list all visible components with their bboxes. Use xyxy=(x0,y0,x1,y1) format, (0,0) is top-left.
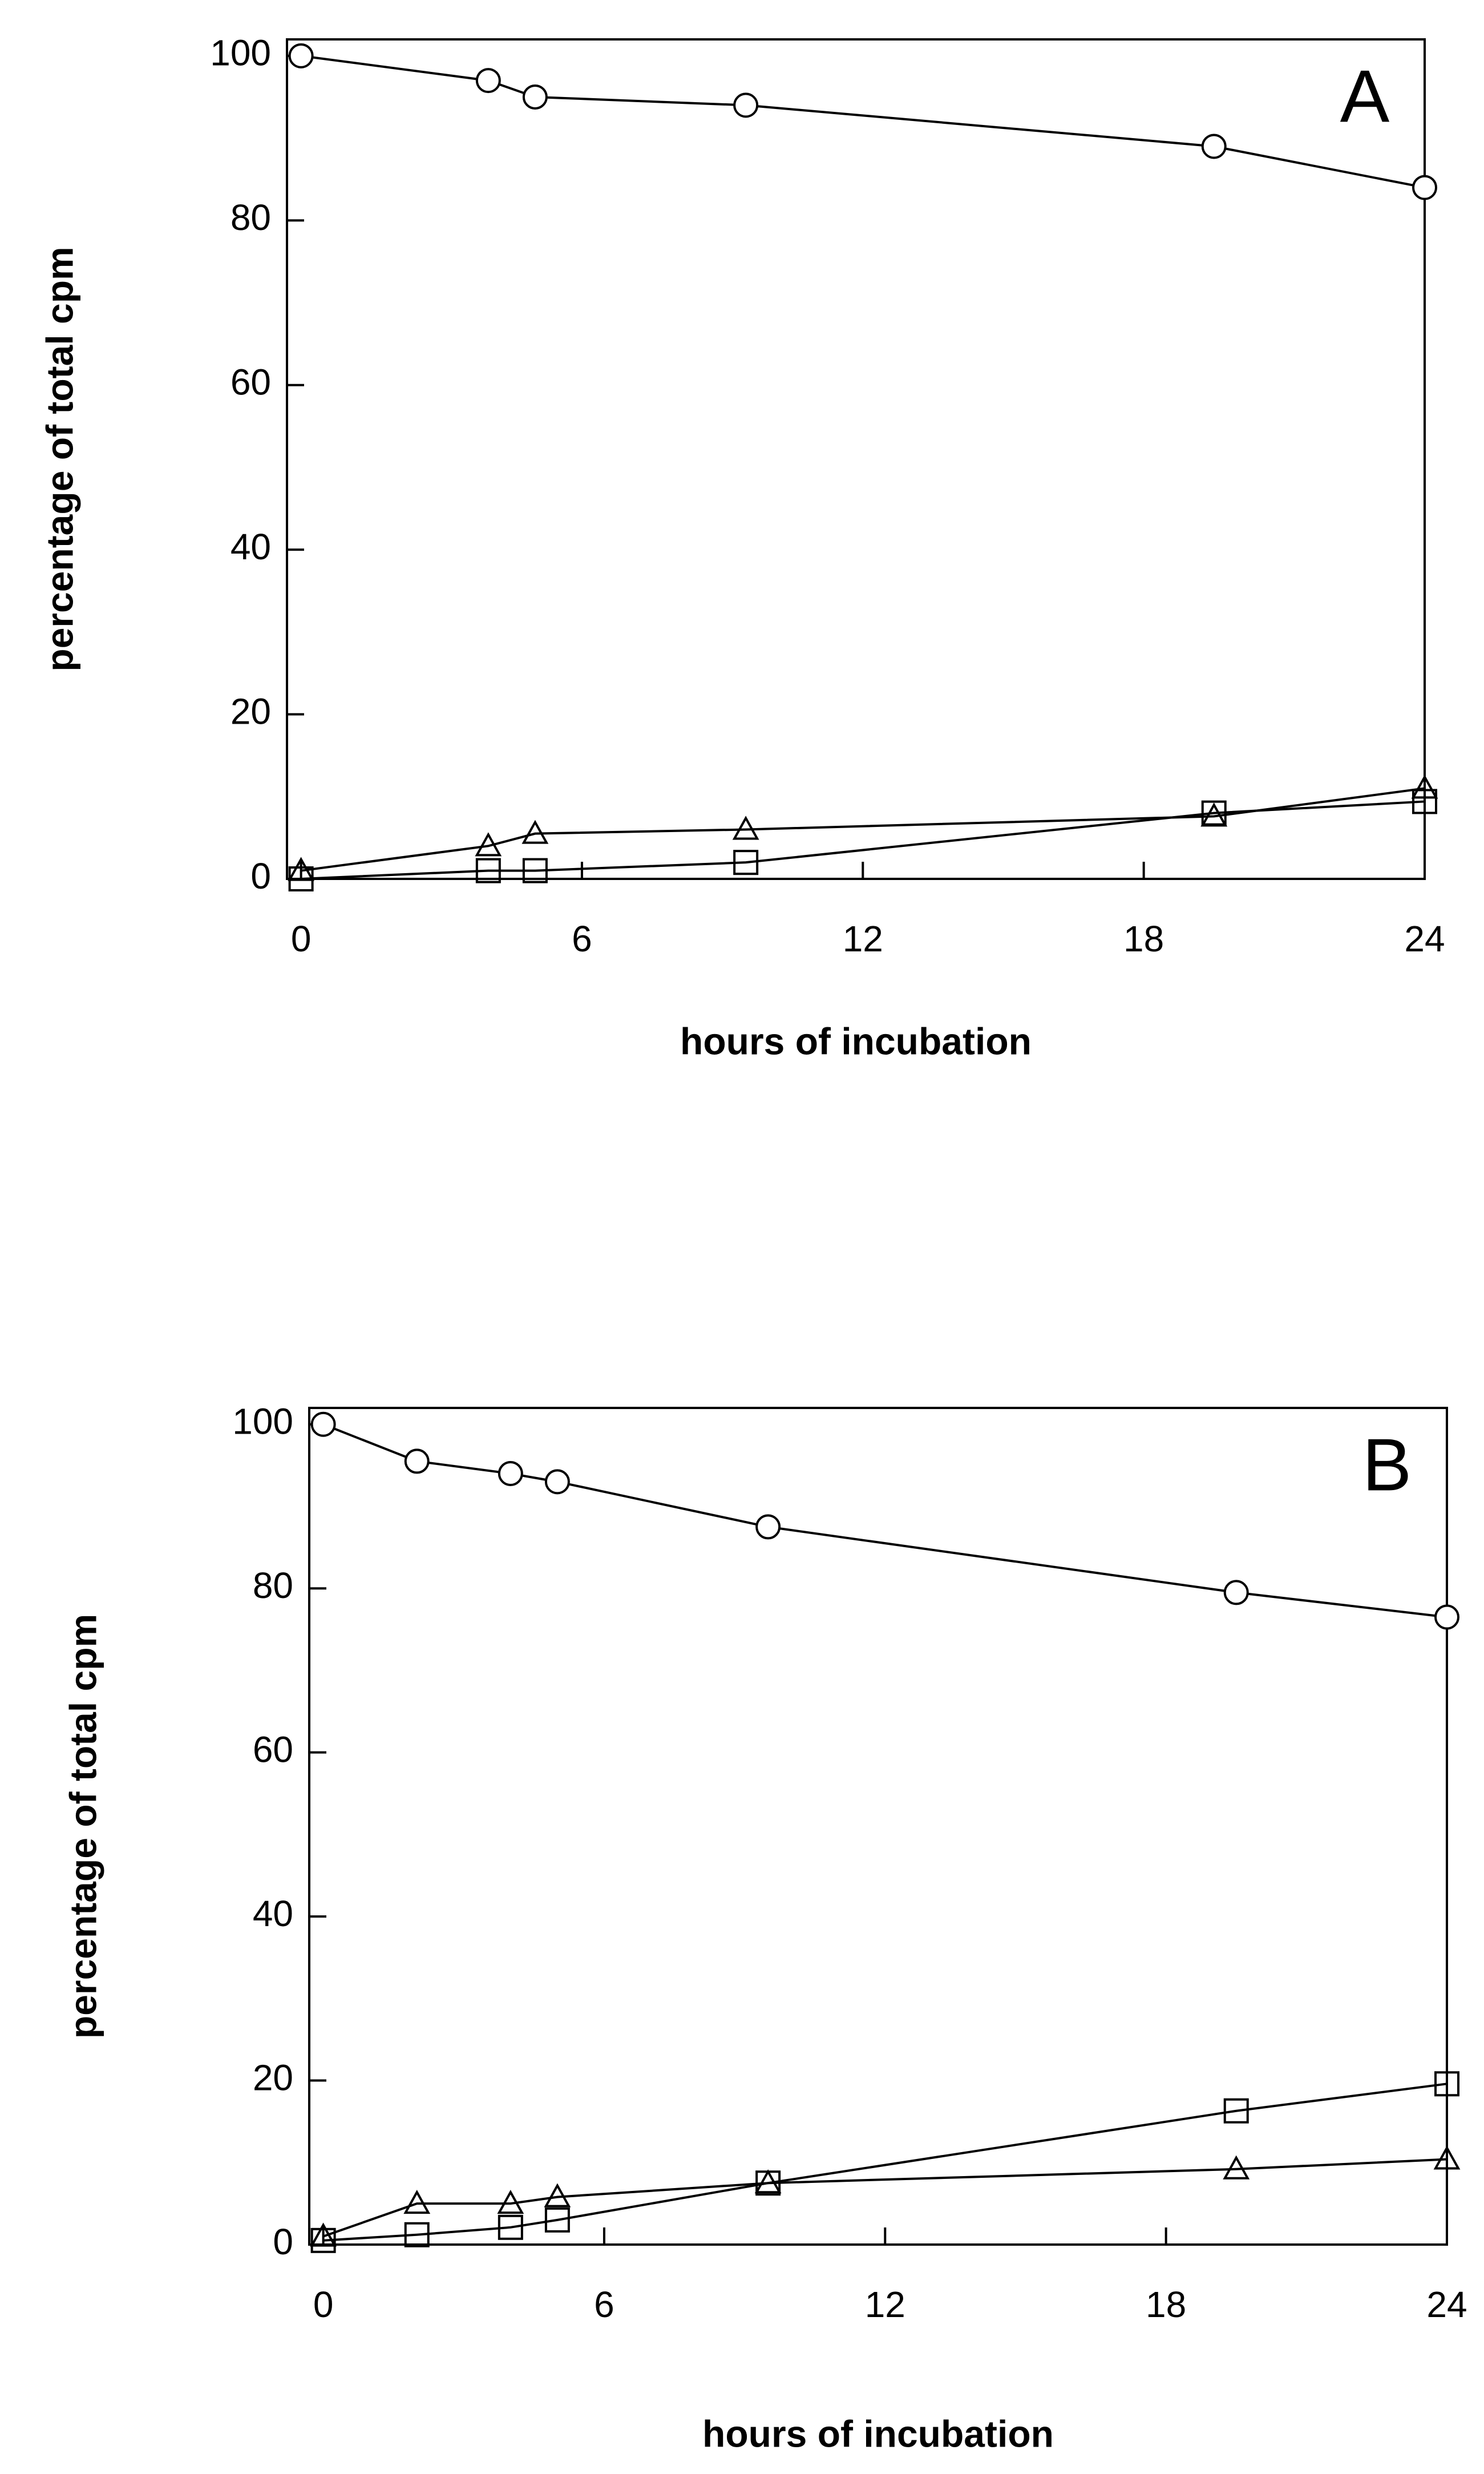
marker-circle xyxy=(1223,1580,1249,1605)
marker-square xyxy=(310,2227,336,2253)
y-tick-label: 20 xyxy=(231,691,271,732)
marker-circle xyxy=(544,1469,570,1495)
series-line xyxy=(301,54,1425,189)
series-line xyxy=(322,2158,1447,2238)
y-axis-label: percentage of total cpm xyxy=(38,247,80,671)
marker-triangle xyxy=(1223,2155,1250,2180)
marker-triangle xyxy=(497,2190,524,2214)
y-tick-label: 0 xyxy=(273,2221,293,2262)
marker-square xyxy=(733,850,759,875)
y-axis-label: percentage of total cpm xyxy=(62,1614,104,2039)
y-tick-label: 20 xyxy=(253,2057,293,2098)
marker-triangle xyxy=(732,816,759,840)
marker-square xyxy=(1434,2071,1459,2097)
x-tick-label: 12 xyxy=(865,2284,905,2325)
marker-circle xyxy=(498,1460,523,1486)
marker-circle xyxy=(1412,175,1437,200)
y-tick-label: 40 xyxy=(231,526,271,567)
series-line xyxy=(322,1423,1447,1619)
x-tick-label: 6 xyxy=(572,918,592,959)
x-axis-label: hours of incubation xyxy=(680,1020,1032,1062)
marker-circle xyxy=(522,84,548,110)
x-tick-label: 24 xyxy=(1404,918,1445,959)
marker-square xyxy=(755,2170,781,2196)
marker-square xyxy=(1412,789,1437,814)
marker-triangle xyxy=(544,2183,571,2207)
marker-circle xyxy=(1434,1604,1459,1630)
marker-triangle xyxy=(310,2222,337,2247)
series-line xyxy=(301,787,1425,872)
y-tick-label: 40 xyxy=(253,1893,293,1934)
marker-triangle xyxy=(1411,774,1438,799)
marker-circle xyxy=(755,1514,781,1540)
marker-circle xyxy=(288,43,314,68)
y-tick-label: 80 xyxy=(253,1565,293,1606)
panel-label: B xyxy=(1362,1423,1412,1506)
y-tick-label: 0 xyxy=(250,855,271,897)
plot-frame xyxy=(286,38,1426,880)
plot-frame xyxy=(308,1407,1448,2246)
marker-triangle xyxy=(475,832,502,857)
marker-circle xyxy=(404,1448,430,1474)
marker-square xyxy=(1223,2098,1249,2124)
y-tick-label: 100 xyxy=(232,1401,293,1442)
x-tick-label: 12 xyxy=(843,918,883,959)
x-tick-label: 0 xyxy=(313,2284,334,2325)
x-tick-label: 6 xyxy=(594,2284,614,2325)
marker-square xyxy=(475,858,501,883)
panel-label: A xyxy=(1340,54,1390,138)
x-tick-label: 0 xyxy=(291,918,312,959)
y-tick-label: 60 xyxy=(253,1729,293,1770)
marker-triangle xyxy=(521,820,549,844)
series-line xyxy=(323,2082,1447,2242)
marker-triangle xyxy=(1433,2145,1461,2170)
x-axis-label: hours of incubation xyxy=(702,2412,1054,2455)
marker-triangle xyxy=(403,2190,431,2214)
y-tick-label: 60 xyxy=(231,362,271,403)
marker-square xyxy=(498,2214,523,2240)
x-tick-label: 18 xyxy=(1146,2284,1186,2325)
marker-square xyxy=(1201,800,1227,826)
marker-square xyxy=(544,2207,570,2233)
x-tick-label: 18 xyxy=(1123,918,1164,959)
y-tick-label: 80 xyxy=(231,197,271,238)
marker-circle xyxy=(310,1411,336,1437)
marker-circle xyxy=(475,68,501,94)
series-line xyxy=(301,800,1425,880)
x-tick-label: 24 xyxy=(1426,2284,1467,2325)
marker-square xyxy=(404,2222,430,2247)
marker-square xyxy=(288,866,314,891)
marker-circle xyxy=(1201,134,1227,159)
y-tick-label: 100 xyxy=(210,33,271,74)
marker-circle xyxy=(733,92,759,118)
marker-square xyxy=(522,858,548,883)
marker-triangle xyxy=(288,857,315,881)
